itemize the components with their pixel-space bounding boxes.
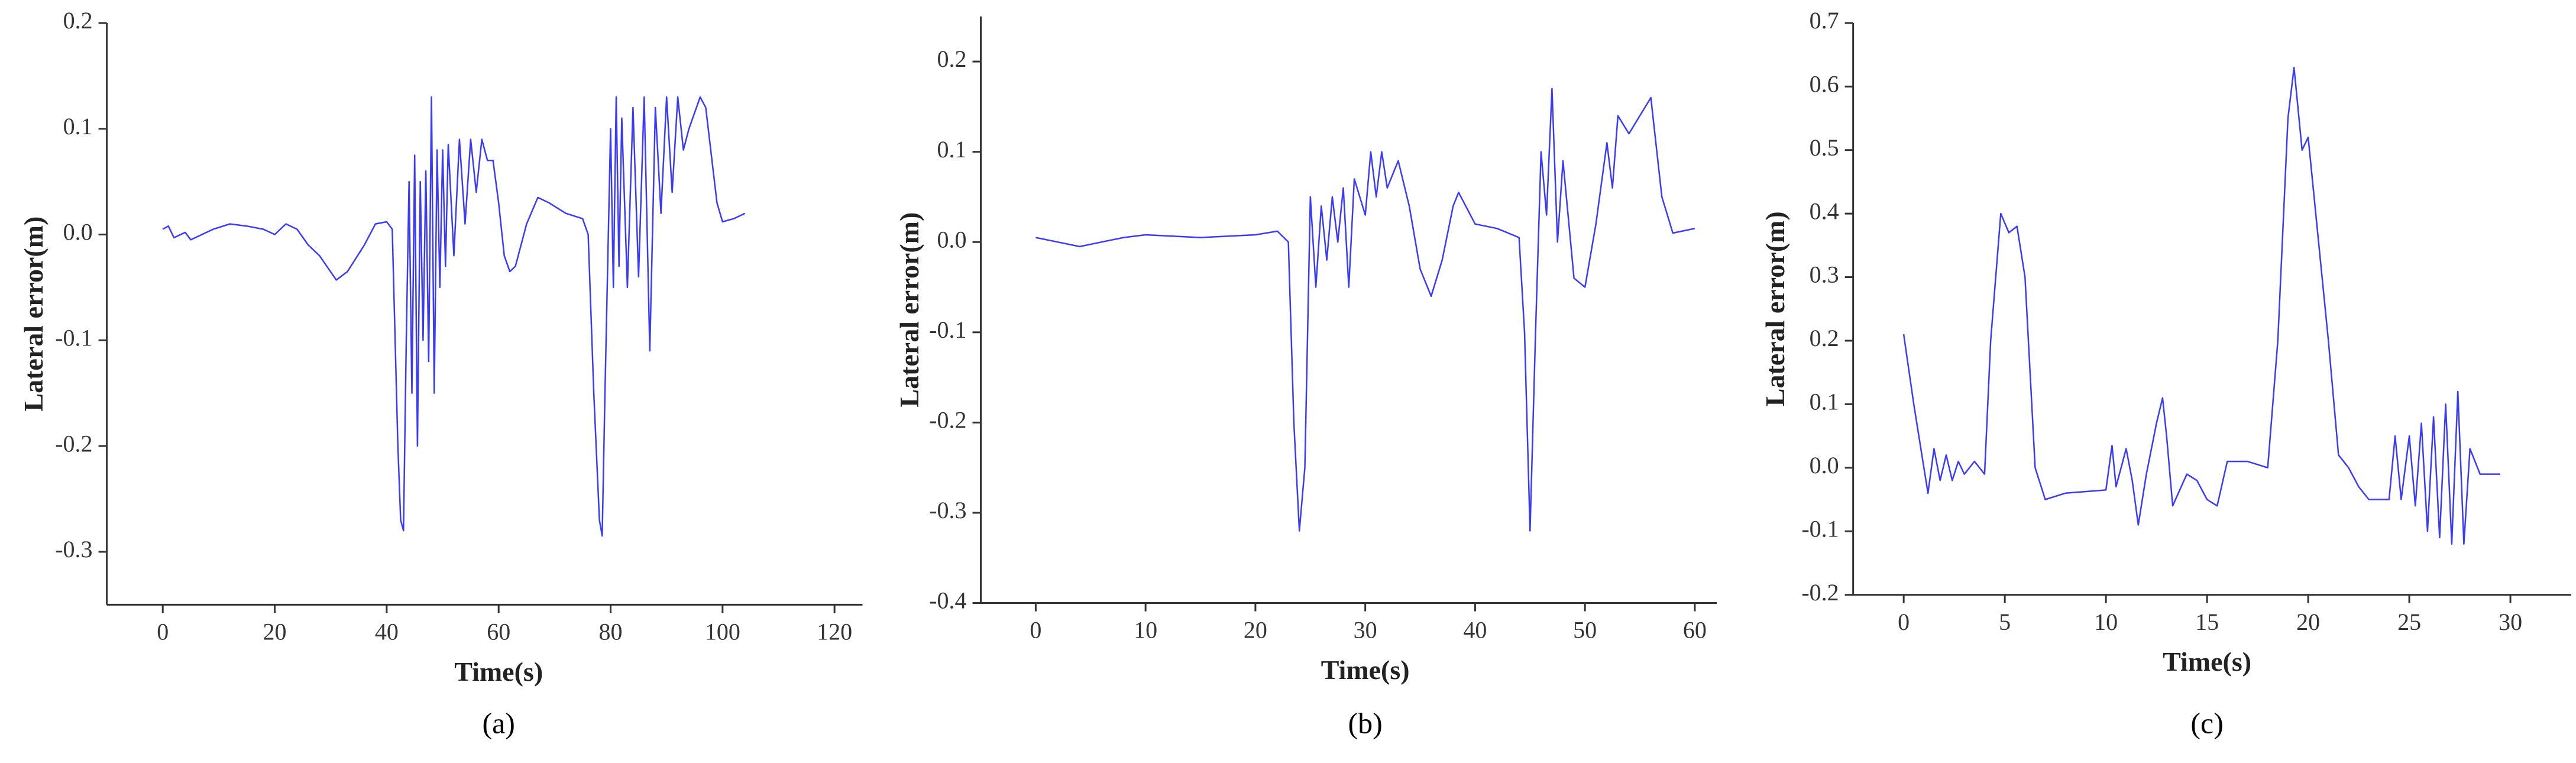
x-tick-label: 10 [2094, 609, 2118, 635]
y-tick-label: -0.2 [55, 430, 92, 457]
x-tick-label: 40 [375, 618, 399, 645]
y-tick-label: -0.1 [55, 324, 92, 351]
y-tick-label: 0.2 [1810, 325, 1839, 351]
y-axis-label: Lateral error(m) [1760, 211, 1790, 406]
caption: (a) [482, 706, 515, 739]
y-tick-label: 0.2 [63, 7, 93, 34]
caption: (c) [2190, 706, 2224, 739]
x-axis-label: Time(s) [1321, 655, 1410, 685]
y-tick-label: 0.3 [1810, 261, 1839, 288]
caption: (b) [1348, 706, 1382, 739]
y-axis-label: Lateral error(m) [18, 216, 48, 412]
y-tick-label: 0.4 [1810, 198, 1839, 224]
y-tick-label: 0.6 [1810, 70, 1839, 97]
x-tick-label: 60 [1683, 617, 1707, 644]
x-axis-label: Time(s) [2163, 646, 2251, 677]
y-tick-label: 0.0 [63, 219, 93, 245]
data-line [162, 96, 746, 537]
x-tick-label: 20 [2296, 609, 2320, 635]
x-tick-label: 20 [1244, 617, 1267, 644]
x-tick-label: 100 [705, 618, 740, 645]
y-tick-label: -0.1 [929, 316, 966, 343]
y-tick-label: 0.1 [937, 136, 967, 163]
y-tick-label: -0.3 [55, 536, 92, 562]
x-tick-label: 30 [1354, 617, 1377, 644]
y-tick-label: 0.2 [937, 46, 967, 72]
x-tick-label: 50 [1573, 617, 1597, 644]
y-tick-label: -0.1 [1801, 515, 1839, 542]
x-tick-label: 15 [2195, 609, 2219, 635]
y-tick-label: 0.0 [1810, 452, 1839, 479]
y-axis-label: Lateral error(m) [894, 212, 924, 408]
data-line [1902, 66, 2500, 545]
y-tick-label: 0.0 [937, 226, 967, 253]
x-tick-label: 0 [1030, 617, 1041, 644]
y-tick-label: 0.1 [1810, 389, 1839, 415]
x-tick-label: 0 [1898, 609, 1910, 635]
x-tick-label: 120 [817, 618, 852, 645]
y-tick-label: 0.7 [1810, 7, 1839, 34]
x-tick-label: 25 [2397, 609, 2421, 635]
x-tick-label: 60 [487, 618, 510, 645]
y-tick-label: -0.3 [929, 497, 966, 523]
y-tick-label: -0.4 [929, 587, 966, 614]
data-line [1035, 88, 1695, 532]
x-tick-label: 5 [1999, 609, 2011, 635]
x-tick-label: 40 [1463, 617, 1487, 644]
x-tick-label: 20 [263, 618, 287, 645]
x-axis-label: Time(s) [454, 657, 543, 687]
y-tick-label: -0.2 [1801, 579, 1839, 606]
y-tick-label: -0.2 [929, 407, 966, 434]
y-tick-label: 0.1 [63, 113, 93, 140]
x-tick-label: 0 [157, 618, 169, 645]
x-tick-label: 10 [1134, 617, 1157, 644]
y-tick-label: 0.5 [1810, 134, 1839, 161]
x-tick-label: 80 [599, 618, 623, 645]
x-tick-label: 30 [2499, 609, 2522, 635]
